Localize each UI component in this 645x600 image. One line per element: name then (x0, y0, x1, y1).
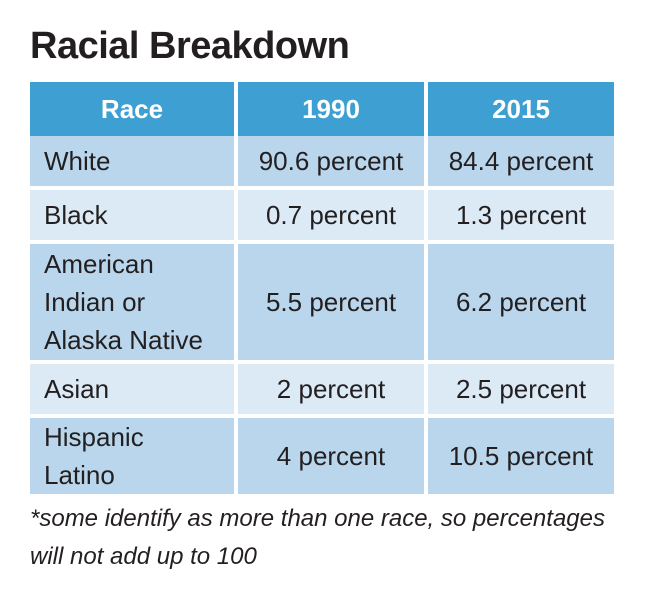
race-cell: White (30, 136, 234, 186)
footnote: *some identify as more than one race, so… (30, 505, 605, 570)
column-header-2015: 2015 (424, 82, 614, 136)
racial-breakdown-table: Race 1990 2015 White 90.6 percent 84.4 p… (30, 82, 614, 494)
value-1990-cell: 90.6 percent (234, 136, 424, 186)
table-row: American Indian or Alaska Native 5.5 per… (30, 240, 614, 360)
value-2015-cell: 6.2 percent (424, 240, 614, 360)
value-1990-cell: 2 percent (234, 360, 424, 414)
value-1990-cell: 4 percent (234, 414, 424, 494)
page-title: Racial Breakdown (30, 25, 350, 67)
value-1990-cell: 0.7 percent (234, 186, 424, 240)
table-row: Black 0.7 percent 1.3 percent (30, 186, 614, 240)
value-2015-cell: 10.5 percent (424, 414, 614, 494)
table-row: Hispanic Latino 4 percent 10.5 percent (30, 414, 614, 494)
column-header-1990: 1990 (234, 82, 424, 136)
table-row: Asian 2 percent 2.5 percent (30, 360, 614, 414)
race-cell: Hispanic Latino (30, 414, 234, 494)
race-cell: Asian (30, 360, 234, 414)
value-2015-cell: 1.3 percent (424, 186, 614, 240)
value-1990-cell: 5.5 percent (234, 240, 424, 360)
race-cell: Black (30, 186, 234, 240)
column-header-race: Race (30, 82, 234, 136)
table-row: White 90.6 percent 84.4 percent (30, 136, 614, 186)
value-2015-cell: 2.5 percent (424, 360, 614, 414)
table-header-row: Race 1990 2015 (30, 82, 614, 136)
value-2015-cell: 84.4 percent (424, 136, 614, 186)
race-cell: American Indian or Alaska Native (30, 240, 234, 360)
